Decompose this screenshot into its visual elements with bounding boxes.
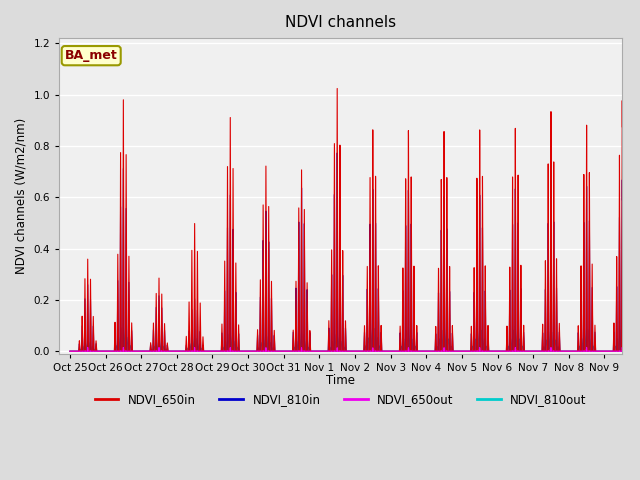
X-axis label: Time: Time: [326, 374, 355, 387]
Y-axis label: NDVI channels (W/m2/nm): NDVI channels (W/m2/nm): [15, 118, 28, 274]
Title: NDVI channels: NDVI channels: [285, 15, 396, 30]
Legend: NDVI_650in, NDVI_810in, NDVI_650out, NDVI_810out: NDVI_650in, NDVI_810in, NDVI_650out, NDV…: [90, 389, 591, 411]
Text: BA_met: BA_met: [65, 49, 118, 62]
